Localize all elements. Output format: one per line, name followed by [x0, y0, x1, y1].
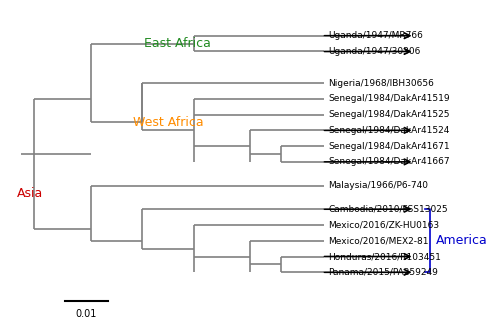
Text: Senegal/1984/DakAr41667: Senegal/1984/DakAr41667 [328, 157, 450, 166]
Text: America: America [436, 234, 488, 247]
Text: West Africa: West Africa [133, 116, 204, 129]
Text: Senegal/1984/DakAr41524: Senegal/1984/DakAr41524 [328, 126, 450, 135]
Text: East Africa: East Africa [144, 37, 210, 50]
Text: Mexico/2016/ZK-HU0163: Mexico/2016/ZK-HU0163 [328, 220, 440, 229]
Text: Senegal/1984/DakAr41671: Senegal/1984/DakAr41671 [328, 142, 450, 150]
Text: Malaysia/1966/P6-740: Malaysia/1966/P6-740 [328, 181, 428, 190]
Text: Uganda/1947/MR766: Uganda/1947/MR766 [328, 31, 423, 40]
Text: Senegal/1984/DakAr41519: Senegal/1984/DakAr41519 [328, 94, 450, 103]
Text: Cambodia/2010/FSS13025: Cambodia/2010/FSS13025 [328, 205, 448, 214]
Text: Nigeria/1968/IBH30656: Nigeria/1968/IBH30656 [328, 79, 434, 87]
Text: Honduras/2016/R103451: Honduras/2016/R103451 [328, 252, 441, 261]
Text: Asia: Asia [17, 187, 43, 200]
Text: 0.01: 0.01 [76, 308, 97, 318]
Text: Panama/2015/PA259249: Panama/2015/PA259249 [328, 268, 438, 277]
Text: Senegal/1984/DakAr41525: Senegal/1984/DakAr41525 [328, 110, 450, 119]
Text: Uganda/1947/30306: Uganda/1947/30306 [328, 47, 420, 56]
Text: Mexico/2016/MEX2-81: Mexico/2016/MEX2-81 [328, 236, 428, 245]
